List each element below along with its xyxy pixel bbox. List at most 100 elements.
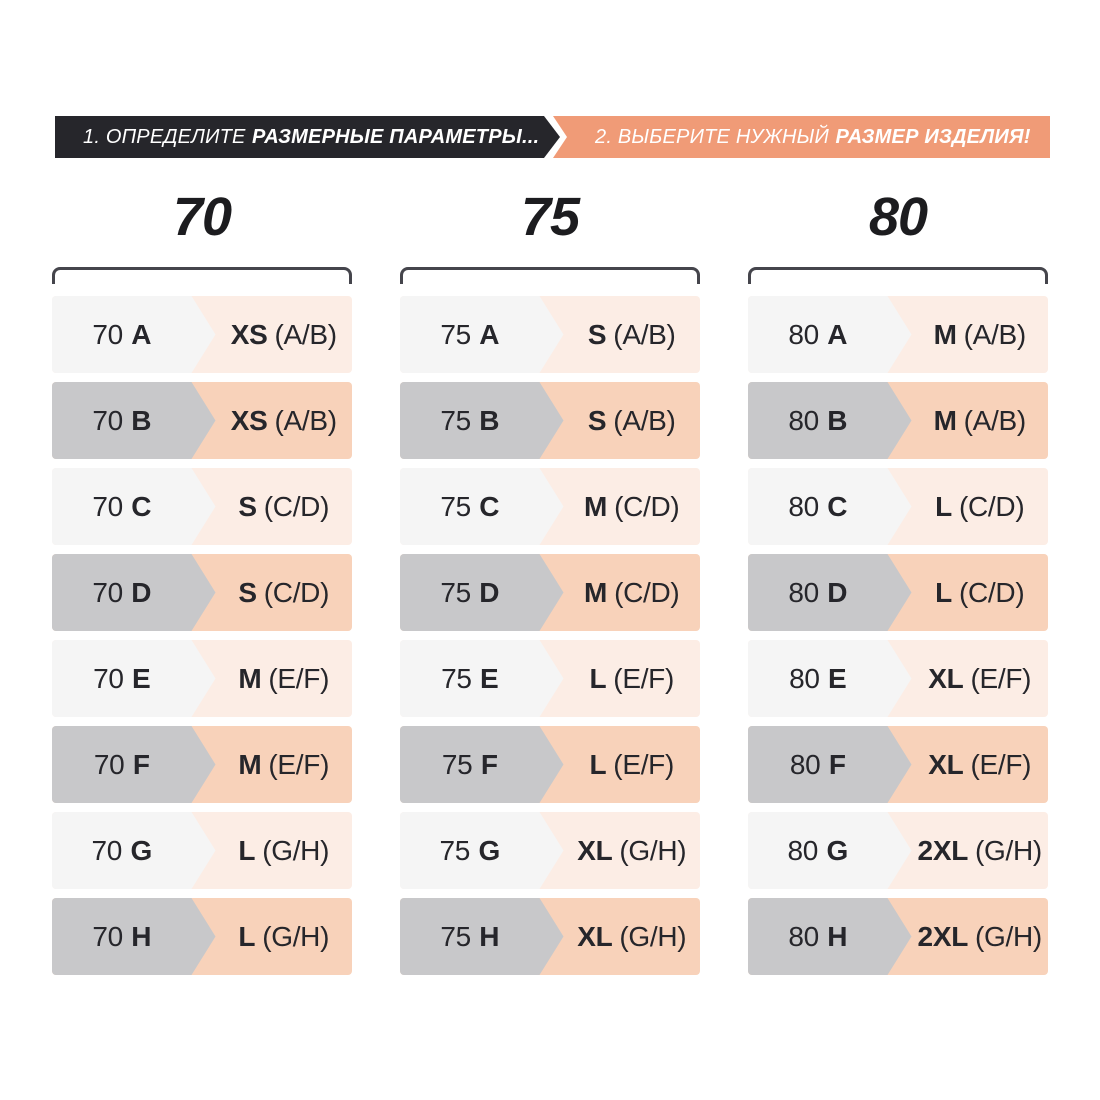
band-value: 80 — [789, 662, 820, 694]
garment-size-cell: L (C/D) — [912, 468, 1049, 545]
size-row-70-C: 70 C S (C/D) — [52, 468, 352, 545]
cup-letter: E — [132, 662, 151, 694]
row-arrow-shape — [748, 296, 912, 373]
cup-letter: B — [827, 404, 848, 436]
cup-range-value: (C/D) — [614, 576, 680, 608]
size-row-80-A: 80 A M (A/B) — [748, 296, 1048, 373]
garment-size-value: S — [238, 490, 257, 522]
garment-size-cell: 2XL (G/H) — [912, 812, 1049, 889]
cup-letter: G — [826, 834, 848, 866]
garment-size-value: S — [238, 576, 257, 608]
band-value: 80 — [788, 318, 819, 350]
garment-size-value: XS — [230, 404, 268, 436]
step2-banner: 2. ВЫБЕРИТЕ НУЖНЫЙ РАЗМЕР ИЗДЕЛИЯ! — [553, 116, 1050, 158]
measured-size-cell: 70 A — [52, 296, 192, 373]
size-column-75: 75 75 A S (A/B) 75 B S (A/B) 75 C M (C/D) 75 D … — [400, 190, 700, 984]
row-arrow-shape — [400, 382, 564, 459]
row-arrow-shape — [400, 898, 564, 975]
band-value: 75 — [440, 490, 471, 522]
measured-size-cell: 80 G — [748, 812, 888, 889]
cup-range-value: (C/D) — [958, 490, 1025, 522]
row-arrow-shape — [748, 726, 912, 803]
garment-size-value: M — [933, 318, 957, 350]
measured-size-cell: 70 G — [52, 812, 192, 889]
row-arrow-shape — [400, 726, 564, 803]
size-row-75-A: 75 A S (A/B) — [400, 296, 700, 373]
measured-size-cell: 70 E — [52, 640, 192, 717]
cup-letter: H — [479, 920, 500, 952]
band-value: 70 — [91, 834, 123, 866]
garment-size-value: M — [584, 576, 608, 608]
cup-letter: C — [827, 490, 848, 522]
band-value: 75 — [441, 748, 473, 780]
step1-banner: 1. ОПРЕДЕЛИТЕ РАЗМЕРНЫЕ ПАРАМЕТРЫ... — [55, 116, 560, 158]
cup-range-value: (G/H) — [619, 920, 687, 952]
size-row-75-C: 75 C M (C/D) — [400, 468, 700, 545]
garment-size-value: M — [238, 748, 262, 780]
row-arrow-shape — [748, 640, 912, 717]
band-value: 70 — [92, 318, 123, 350]
column-bracket — [748, 267, 1048, 284]
cup-letter: A — [131, 318, 152, 350]
measured-size-cell: 80 C — [748, 468, 888, 545]
garment-size-cell: M (C/D) — [564, 468, 701, 545]
cup-range-value: (G/H) — [975, 834, 1042, 866]
column-rows: 70 A XS (A/B) 70 B XS (A/B) 70 C S (C/D) 70 D S… — [52, 296, 352, 975]
cup-range-value: (C/D) — [614, 490, 680, 522]
size-row-75-E: 75 E L (E/F) — [400, 640, 700, 717]
measured-size-cell: 75 F — [400, 726, 540, 803]
garment-size-cell: XL (G/H) — [564, 812, 701, 889]
band-value: 70 — [93, 662, 124, 694]
band-value: 75 — [440, 920, 471, 952]
cup-range-value: (A/B) — [274, 404, 337, 436]
size-row-70-G: 70 G L (G/H) — [52, 812, 352, 889]
measured-size-cell: 70 D — [52, 554, 192, 631]
cup-range-value: (E/F) — [970, 662, 1032, 694]
step2-label-bold: РАЗМЕР ИЗДЕЛИЯ! — [835, 125, 1031, 148]
garment-size-cell: S (A/B) — [564, 382, 701, 459]
garment-size-cell: M (A/B) — [912, 382, 1049, 459]
size-row-70-B: 70 B XS (A/B) — [52, 382, 352, 459]
band-value: 80 — [788, 490, 819, 522]
row-arrow-shape — [52, 468, 216, 545]
band-value: 70 — [92, 576, 123, 608]
measured-size-cell: 75 E — [400, 640, 540, 717]
size-columns: 70 70 A XS (A/B) 70 B XS (A/B) 70 C S (C/D) 70… — [52, 190, 1048, 984]
column-header-80: 80 — [868, 187, 928, 247]
size-row-70-F: 70 F M (E/F) — [52, 726, 352, 803]
row-arrow-shape — [400, 468, 564, 545]
band-value: 80 — [787, 834, 819, 866]
row-arrow-shape — [52, 898, 216, 975]
cup-letter: F — [132, 748, 150, 780]
band-value: 70 — [93, 748, 125, 780]
size-row-75-D: 75 D M (C/D) — [400, 554, 700, 631]
band-value: 70 — [92, 920, 123, 952]
cup-range-value: (A/B) — [963, 318, 1027, 350]
garment-size-value: M — [238, 662, 262, 694]
size-row-70-E: 70 E M (E/F) — [52, 640, 352, 717]
column-rows: 80 A M (A/B) 80 B M (A/B) 80 C L (C/D) 80 D L (C… — [748, 296, 1048, 975]
garment-size-value: L — [589, 662, 607, 694]
row-arrow-shape — [400, 812, 564, 889]
row-arrow-shape — [400, 640, 564, 717]
cup-letter: B — [131, 404, 152, 436]
size-row-70-A: 70 A XS (A/B) — [52, 296, 352, 373]
size-row-70-H: 70 H L (G/H) — [52, 898, 352, 975]
row-arrow-shape — [52, 554, 216, 631]
cup-letter: A — [479, 318, 500, 350]
garment-size-value: M — [933, 404, 957, 436]
row-arrow-shape — [52, 640, 216, 717]
size-row-80-F: 80 F XL (E/F) — [748, 726, 1048, 803]
cup-range-value: (G/H) — [262, 834, 330, 866]
row-arrow-shape — [748, 382, 912, 459]
measured-size-cell: 75 B — [400, 382, 540, 459]
band-value: 75 — [441, 662, 472, 694]
measured-size-cell: 80 A — [748, 296, 888, 373]
row-arrow-shape — [52, 296, 216, 373]
cup-letter: G — [478, 834, 500, 866]
garment-size-value: L — [238, 920, 256, 952]
measured-size-cell: 80 E — [748, 640, 888, 717]
garment-size-value: XL — [928, 662, 964, 694]
garment-size-value: L — [935, 490, 952, 522]
cup-range-value: (G/H) — [619, 834, 687, 866]
